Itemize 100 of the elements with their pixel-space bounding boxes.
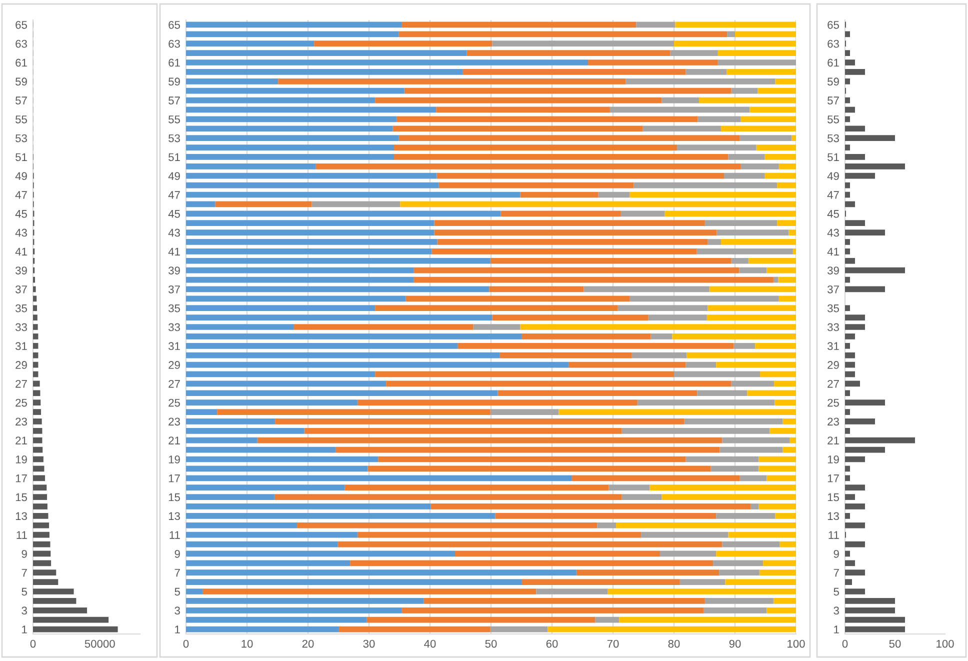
bar: [186, 428, 304, 434]
bar: [756, 144, 796, 150]
y-tick-label: 55: [16, 116, 27, 124]
bar: [186, 626, 338, 632]
bar: [338, 626, 490, 632]
bar: [845, 428, 850, 434]
bar: [775, 512, 796, 519]
bar: [648, 314, 707, 320]
bar: [845, 172, 875, 179]
bar: [316, 163, 740, 170]
bar: [434, 220, 704, 226]
bar: [462, 69, 686, 75]
bar: [845, 541, 865, 548]
bar: [186, 116, 396, 122]
bar: [436, 106, 610, 113]
bar: [520, 192, 598, 198]
bar: [186, 248, 432, 254]
bar: [186, 550, 456, 557]
bar: [186, 371, 376, 378]
bar: [675, 22, 796, 28]
y-tick-label: 1: [175, 626, 180, 634]
bar: [780, 541, 796, 548]
bar: [457, 342, 734, 349]
y-tick-label: 57: [168, 96, 180, 104]
bar: [845, 144, 850, 150]
bar: [720, 446, 783, 453]
bar: [845, 342, 850, 349]
bar: [608, 588, 796, 594]
bar: [186, 334, 522, 340]
y-tick-label: 27: [16, 380, 27, 388]
bar: [33, 541, 50, 548]
bar: [186, 97, 376, 104]
bar: [33, 352, 38, 358]
bar: [33, 296, 37, 302]
bar: [536, 588, 608, 594]
bar: [774, 380, 796, 387]
y-tick-label: 21: [828, 436, 839, 444]
y-tick-label: 27: [828, 380, 839, 388]
bar: [576, 570, 720, 576]
bar: [724, 172, 765, 179]
bar: [522, 334, 651, 340]
bar: [845, 69, 865, 75]
bar: [33, 456, 44, 462]
y-tick-label: 17: [828, 474, 839, 482]
y-tick-label: 7: [834, 568, 839, 577]
bar: [33, 409, 42, 415]
y-tick-label: 13: [16, 512, 27, 520]
bar: [845, 258, 855, 264]
bar: [33, 560, 52, 566]
bar: [186, 400, 358, 406]
bar: [186, 163, 316, 170]
bar: [674, 40, 796, 47]
bar: [186, 504, 431, 510]
y-tick-label: 35: [168, 304, 180, 312]
bar: [845, 163, 905, 170]
y-tick-label: 17: [168, 474, 180, 482]
y-tick-label: 7: [22, 568, 27, 577]
bar: [33, 390, 40, 396]
y-tick-label: 31: [16, 342, 27, 350]
bar: [33, 532, 50, 538]
bar: [500, 210, 621, 217]
y-tick-label: 27: [168, 380, 180, 388]
bar: [33, 342, 38, 349]
bar: [33, 362, 38, 368]
bar: [466, 50, 670, 56]
bar: [731, 88, 758, 94]
bar: [845, 230, 885, 236]
y-tick-label: 11: [170, 531, 180, 539]
bar: [758, 456, 796, 462]
bar: [186, 466, 368, 472]
bar: [438, 182, 634, 188]
y-tick-label: 3: [834, 606, 839, 615]
y-tick-label: 25: [168, 398, 180, 407]
y-tick-label: 9: [834, 550, 839, 558]
bar: [186, 409, 218, 415]
bar: [595, 616, 620, 623]
bar: [186, 106, 436, 113]
y-tick-label: 43: [827, 228, 839, 237]
y-tick-label: 15: [828, 493, 839, 502]
y-tick-label: 25: [16, 398, 27, 407]
bar: [845, 248, 850, 254]
bar: [398, 31, 728, 38]
bar: [297, 522, 598, 528]
y-tick-label: 61: [168, 58, 180, 67]
bar: [755, 342, 796, 349]
bar: [522, 579, 680, 585]
y-tick-label: 47: [827, 191, 839, 199]
bar: [632, 352, 687, 358]
bar: [338, 541, 722, 548]
y-tick-label: 11: [16, 531, 27, 539]
y-tick-label: 31: [828, 342, 839, 350]
bar: [718, 60, 796, 66]
bar: [684, 418, 783, 424]
bar: [686, 362, 716, 368]
bar: [845, 466, 850, 472]
bar: [375, 305, 618, 312]
y-tick-label: 65: [16, 20, 27, 29]
x-tick-label: 30: [363, 640, 375, 648]
bar: [375, 371, 674, 378]
y-tick-label: 33: [16, 323, 27, 332]
